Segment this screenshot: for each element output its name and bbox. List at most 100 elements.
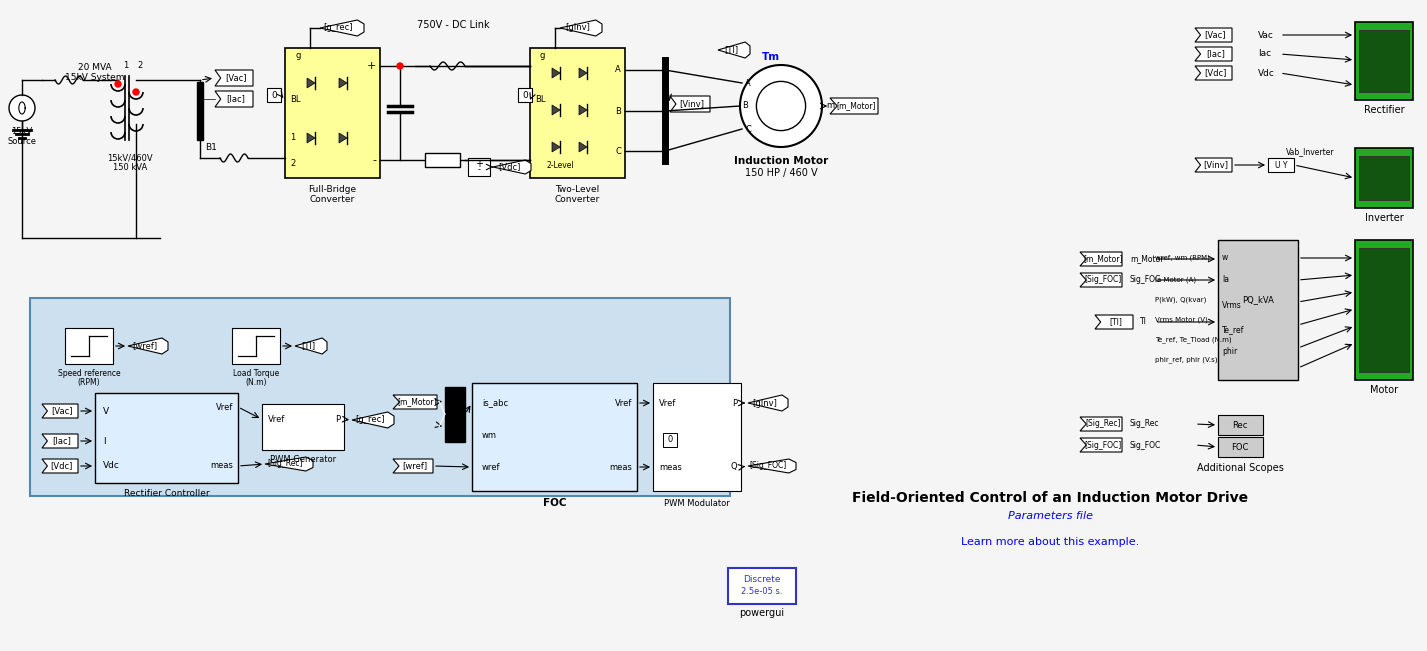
Text: 2: 2 bbox=[137, 61, 143, 70]
Text: wref: wref bbox=[482, 462, 501, 471]
Text: Sig_FOC: Sig_FOC bbox=[1130, 441, 1162, 449]
Text: g: g bbox=[539, 51, 545, 61]
Text: [Vac]: [Vac] bbox=[1204, 31, 1226, 40]
Text: Sig_FOC: Sig_FOC bbox=[1130, 275, 1162, 284]
Text: [Iac]: [Iac] bbox=[53, 437, 71, 445]
Text: V: V bbox=[103, 406, 108, 415]
Circle shape bbox=[397, 63, 402, 69]
Circle shape bbox=[9, 95, 36, 121]
Text: [Vac]: [Vac] bbox=[51, 406, 73, 415]
Text: B: B bbox=[742, 102, 748, 111]
Text: Ia: Ia bbox=[1222, 275, 1229, 284]
Text: Vref: Vref bbox=[615, 398, 632, 408]
FancyBboxPatch shape bbox=[1359, 156, 1408, 200]
Text: [Sig_Rec]: [Sig_Rec] bbox=[1086, 419, 1120, 428]
Text: BL: BL bbox=[535, 96, 545, 105]
Text: Two-Level: Two-Level bbox=[555, 184, 599, 193]
FancyBboxPatch shape bbox=[1356, 22, 1413, 100]
Text: Source: Source bbox=[7, 137, 37, 146]
Text: m_Motor: m_Motor bbox=[1130, 255, 1163, 264]
Text: g: g bbox=[295, 51, 300, 61]
Polygon shape bbox=[552, 68, 559, 78]
FancyBboxPatch shape bbox=[263, 404, 344, 450]
Text: B1: B1 bbox=[205, 143, 217, 152]
FancyBboxPatch shape bbox=[425, 153, 459, 167]
FancyBboxPatch shape bbox=[285, 48, 380, 178]
Text: Field-Oriented Control of an Induction Motor Drive: Field-Oriented Control of an Induction M… bbox=[852, 491, 1249, 505]
Text: 0: 0 bbox=[271, 90, 277, 100]
Text: PWM Generator: PWM Generator bbox=[270, 456, 337, 465]
Text: Full-Bridge: Full-Bridge bbox=[308, 184, 357, 193]
Text: [Sig_FOC]: [Sig_FOC] bbox=[749, 462, 786, 471]
Text: I: I bbox=[103, 437, 106, 445]
Polygon shape bbox=[215, 70, 253, 86]
Text: +: + bbox=[475, 159, 482, 169]
Text: meas: meas bbox=[609, 462, 632, 471]
Text: wref, wm (RPM): wref, wm (RPM) bbox=[1154, 255, 1210, 261]
FancyBboxPatch shape bbox=[468, 158, 489, 176]
Text: 1: 1 bbox=[123, 61, 128, 70]
Text: meas: meas bbox=[659, 462, 682, 471]
Polygon shape bbox=[340, 78, 347, 88]
Polygon shape bbox=[831, 98, 878, 114]
Text: C: C bbox=[745, 124, 751, 133]
Text: Discrete: Discrete bbox=[743, 575, 781, 585]
Text: B: B bbox=[615, 107, 621, 115]
FancyBboxPatch shape bbox=[445, 387, 465, 442]
Polygon shape bbox=[320, 20, 364, 36]
Text: is_abc: is_abc bbox=[482, 398, 508, 408]
Text: A: A bbox=[615, 66, 621, 74]
Text: [Sig_FOC]: [Sig_FOC] bbox=[1085, 275, 1122, 284]
Text: Rectifier: Rectifier bbox=[1364, 105, 1404, 115]
Polygon shape bbox=[392, 395, 437, 409]
Polygon shape bbox=[1194, 66, 1232, 80]
Text: P: P bbox=[335, 415, 340, 424]
Text: Rec: Rec bbox=[1233, 421, 1247, 430]
Polygon shape bbox=[307, 133, 315, 143]
Text: 0: 0 bbox=[522, 90, 528, 100]
Text: 150 kVA: 150 kVA bbox=[113, 163, 147, 173]
Polygon shape bbox=[579, 142, 586, 152]
Text: FOC: FOC bbox=[542, 498, 567, 508]
Text: [m_Motor]: [m_Motor] bbox=[398, 398, 437, 406]
Circle shape bbox=[662, 148, 668, 154]
Text: Vrms Motor (V): Vrms Motor (V) bbox=[1154, 317, 1207, 324]
Polygon shape bbox=[1194, 47, 1232, 61]
Polygon shape bbox=[1194, 158, 1232, 172]
FancyBboxPatch shape bbox=[1269, 158, 1294, 172]
Text: Inverter: Inverter bbox=[1364, 213, 1403, 223]
Polygon shape bbox=[1194, 28, 1232, 42]
Text: Sig_Rec: Sig_Rec bbox=[1130, 419, 1160, 428]
Text: Converter: Converter bbox=[555, 195, 601, 204]
Text: 2-Level: 2-Level bbox=[547, 161, 574, 171]
FancyBboxPatch shape bbox=[1356, 148, 1413, 208]
FancyBboxPatch shape bbox=[1219, 240, 1299, 380]
Text: P: P bbox=[732, 398, 736, 408]
Text: Te_ref, Te_Tload (N.m): Te_ref, Te_Tload (N.m) bbox=[1154, 337, 1232, 343]
Polygon shape bbox=[215, 91, 253, 107]
FancyBboxPatch shape bbox=[529, 48, 625, 178]
Polygon shape bbox=[552, 105, 559, 115]
FancyBboxPatch shape bbox=[1219, 437, 1263, 457]
FancyBboxPatch shape bbox=[96, 393, 238, 483]
Text: FOC: FOC bbox=[1232, 443, 1249, 452]
Text: Vref: Vref bbox=[659, 398, 676, 408]
Polygon shape bbox=[1080, 417, 1122, 431]
Polygon shape bbox=[492, 160, 531, 174]
Text: Induction Motor: Induction Motor bbox=[733, 156, 828, 166]
Circle shape bbox=[116, 81, 121, 87]
Text: BL: BL bbox=[290, 96, 301, 105]
Text: phir: phir bbox=[1222, 348, 1237, 357]
Text: [gInv]: [gInv] bbox=[752, 398, 778, 408]
Text: (N.m): (N.m) bbox=[245, 378, 267, 387]
Polygon shape bbox=[748, 459, 796, 473]
Text: PQ_kVA: PQ_kVA bbox=[1241, 296, 1274, 305]
Text: TI: TI bbox=[1140, 318, 1147, 327]
Text: Additional Scopes: Additional Scopes bbox=[1197, 463, 1283, 473]
Circle shape bbox=[662, 108, 668, 114]
FancyBboxPatch shape bbox=[267, 88, 281, 102]
Polygon shape bbox=[307, 78, 315, 88]
Text: -: - bbox=[478, 165, 481, 174]
Text: [Vac]: [Vac] bbox=[225, 74, 247, 83]
FancyBboxPatch shape bbox=[30, 298, 731, 496]
